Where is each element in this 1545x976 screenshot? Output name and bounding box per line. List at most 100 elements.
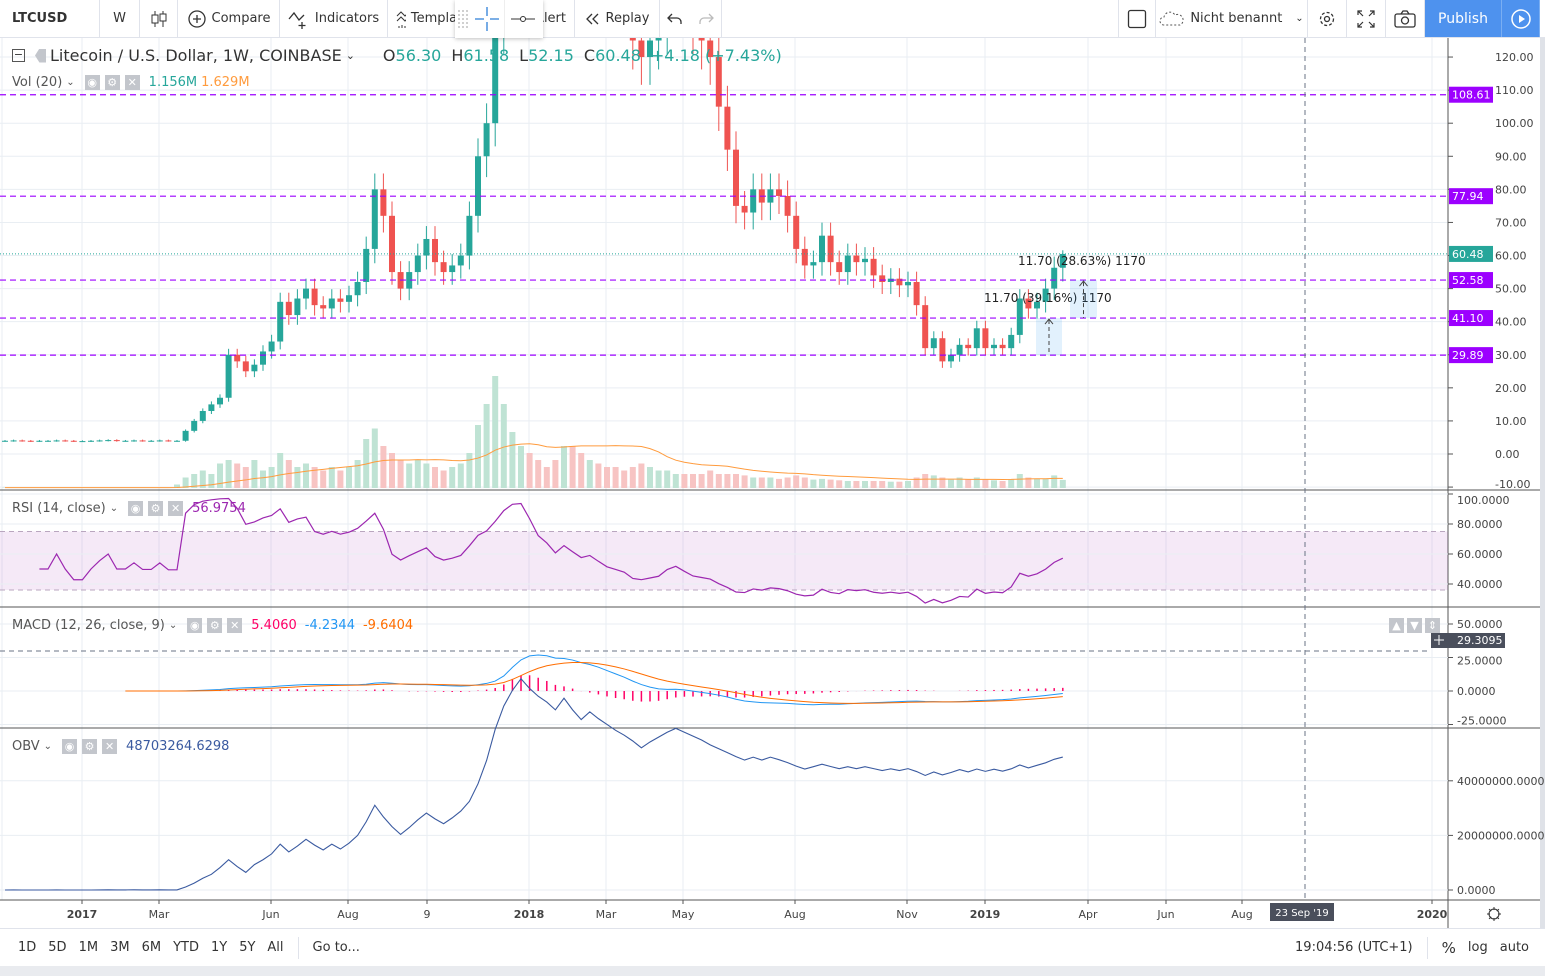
rsi-label[interactable]: RSI (14, close) xyxy=(12,501,106,516)
compare-button[interactable]: Compare xyxy=(178,0,280,37)
settings-button[interactable] xyxy=(1308,0,1347,37)
close-icon[interactable]: ✕ xyxy=(124,75,140,90)
range-3m[interactable]: 3M xyxy=(110,940,130,955)
macd-label[interactable]: MACD (12, 26, close, 9) xyxy=(12,618,165,633)
range-6m[interactable]: 6M xyxy=(141,940,162,955)
volume-bar xyxy=(827,479,834,488)
symbol-title[interactable]: Litecoin / U.S. Dollar, 1W, COINBASE xyxy=(50,46,342,65)
volume-ma-value: 1.629M xyxy=(201,75,250,90)
candle-body xyxy=(62,440,69,442)
obv-tick-label: 40000000.0000 xyxy=(1457,775,1544,788)
price-tick-label: 70.00 xyxy=(1495,216,1527,229)
chevron-down-icon[interactable]: ⌄ xyxy=(168,620,178,631)
publish-button[interactable]: Publish xyxy=(1425,0,1502,37)
move-down-icon[interactable]: ▼ xyxy=(1407,618,1422,633)
gear-icon[interactable]: ⚙ xyxy=(148,501,164,516)
replay-label: Replay xyxy=(605,11,650,26)
auto-toggle[interactable]: auto xyxy=(1499,940,1529,955)
volume-bar xyxy=(638,463,645,488)
macd-signal-line xyxy=(125,661,1063,704)
volume-label[interactable]: Vol (20) xyxy=(12,75,63,90)
chevron-down-icon[interactable]: ⌄ xyxy=(345,49,355,62)
eye-icon[interactable]: ◉ xyxy=(128,501,144,516)
chart-area[interactable]: 120.00110.00100.0090.0080.0070.0060.0050… xyxy=(0,38,1545,928)
log-toggle[interactable]: log xyxy=(1467,940,1488,955)
range-1m[interactable]: 1M xyxy=(78,940,99,955)
collapse-legend-icon[interactable]: − xyxy=(12,48,25,62)
price-tick-label: 60.00 xyxy=(1495,250,1527,263)
price-tick-label: 120.00 xyxy=(1495,51,1534,64)
gear-icon[interactable]: ⚙ xyxy=(104,75,120,90)
chart-settings-icon[interactable] xyxy=(1487,907,1501,921)
gear-icon[interactable]: ⚙ xyxy=(82,739,98,754)
close-icon[interactable]: ✕ xyxy=(168,501,184,516)
maximize-pane-icon[interactable]: ⇕ xyxy=(1425,618,1440,633)
candle-body xyxy=(836,262,843,273)
range-5y[interactable]: 5Y xyxy=(239,940,256,955)
cloud-icon xyxy=(1159,11,1184,25)
redo-button[interactable] xyxy=(690,0,722,37)
close-icon[interactable]: ✕ xyxy=(227,618,243,633)
indicators-icon xyxy=(288,11,306,29)
drag-handle[interactable] xyxy=(457,9,469,29)
volume-bar xyxy=(475,425,481,488)
time-axis-label: Aug xyxy=(337,908,358,921)
line-tool-button[interactable] xyxy=(505,0,541,38)
candle-body xyxy=(380,189,387,216)
range-1y[interactable]: 1Y xyxy=(210,940,228,955)
range-all[interactable]: All xyxy=(267,940,284,955)
volume-bar xyxy=(578,453,585,488)
eye-icon[interactable]: ◉ xyxy=(187,618,203,633)
move-up-icon[interactable]: ▲ xyxy=(1389,618,1404,633)
range-1d[interactable]: 1D xyxy=(18,940,37,955)
volume-bar xyxy=(414,460,421,488)
chevron-down-icon: ⌄ xyxy=(1295,13,1304,24)
indicators-button[interactable]: Indicators xyxy=(280,0,388,37)
candle-body xyxy=(234,354,241,362)
obv-tick-label: 20000000.0000 xyxy=(1457,829,1544,842)
chevron-down-icon[interactable]: ⌄ xyxy=(43,741,53,752)
candle-body xyxy=(1059,253,1066,268)
volume-bar xyxy=(346,467,352,488)
symbol-search[interactable]: LTCUSD xyxy=(0,0,100,37)
chevron-down-icon[interactable]: ⌄ xyxy=(66,77,75,88)
snapshot-button[interactable] xyxy=(1386,0,1425,37)
volume-bar xyxy=(930,475,937,488)
camera-icon xyxy=(1394,9,1416,28)
layout-name-button[interactable]: Nicht benannt ⌄ xyxy=(1156,0,1308,37)
volume-bar xyxy=(569,446,576,488)
candle-body xyxy=(810,262,817,266)
play-button[interactable] xyxy=(1502,0,1540,37)
select-tool-button[interactable] xyxy=(1118,0,1156,37)
candle-body xyxy=(466,215,473,256)
gear-icon[interactable]: ⚙ xyxy=(207,618,223,633)
candle-body xyxy=(939,338,946,362)
percent-toggle[interactable]: % xyxy=(1441,938,1456,957)
candle-body xyxy=(19,440,26,442)
chart-style-button[interactable] xyxy=(140,0,178,37)
close-value: 60.48 xyxy=(595,46,641,65)
eye-icon[interactable]: ◉ xyxy=(84,75,100,90)
measure-label: 11.70 (28.63%) 1170 xyxy=(1018,254,1146,268)
candle-body xyxy=(655,38,662,41)
close-icon[interactable]: ✕ xyxy=(102,739,118,754)
range-5d[interactable]: 5D xyxy=(48,940,67,955)
eye-icon[interactable]: ◉ xyxy=(62,739,78,754)
replay-button[interactable]: Replay xyxy=(575,0,660,37)
obv-label[interactable]: OBV xyxy=(12,739,40,754)
volume-bar xyxy=(629,467,636,488)
candle-body xyxy=(913,281,920,306)
undo-button[interactable] xyxy=(660,0,690,37)
candle-body xyxy=(629,38,636,41)
candle-body xyxy=(862,258,868,263)
range-ytd[interactable]: YTD xyxy=(173,940,199,955)
fullscreen-button[interactable] xyxy=(1347,0,1386,37)
time-axis-label: 2019 xyxy=(970,908,1001,921)
crosshair-tool-button[interactable] xyxy=(469,0,505,38)
macd-tick-label: 25.0000 xyxy=(1457,655,1503,668)
interval-button[interactable]: W xyxy=(100,0,140,37)
volume-bar xyxy=(939,477,946,488)
chevron-down-icon[interactable]: ⌄ xyxy=(109,503,119,514)
clock[interactable]: 19:04:56 (UTC+1) xyxy=(1295,940,1413,955)
goto-button[interactable]: Go to... xyxy=(312,940,360,955)
